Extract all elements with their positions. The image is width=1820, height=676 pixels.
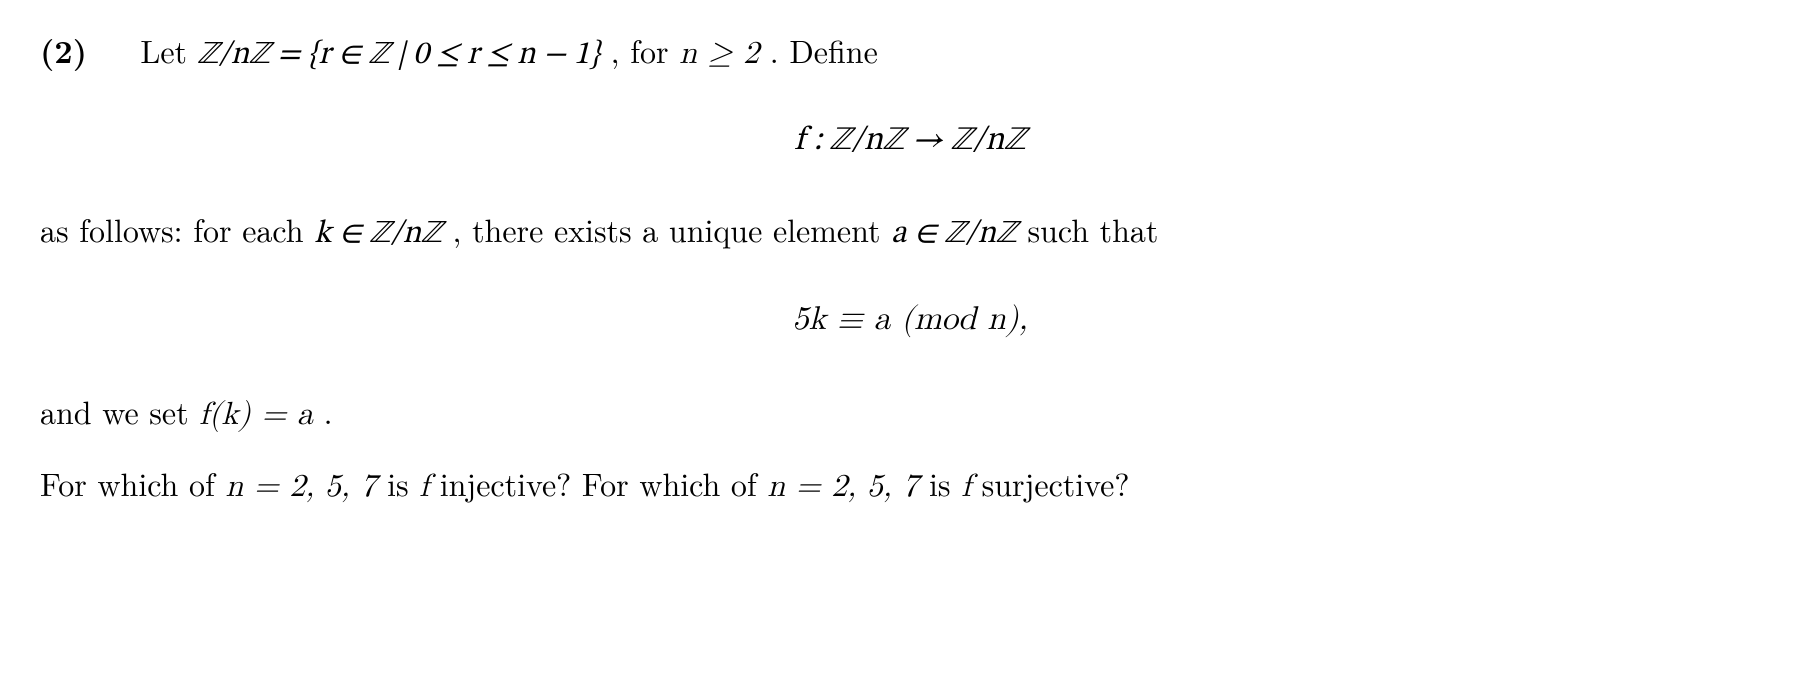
math-f-2: f (961, 471, 971, 503)
text (98, 28, 130, 73)
math-k-in: k ∈ ℤ/nℤ (314, 218, 442, 250)
text: , for (611, 28, 680, 73)
text: . Define (770, 28, 878, 73)
math-f-1: f (419, 471, 429, 503)
text: . (324, 389, 333, 434)
question-line: For which of n = 2, 5, 7 is f injective?… (40, 461, 1780, 510)
math-map: f : ℤ/nℤ → ℤ/nℤ (794, 124, 1025, 157)
line-2: as follows: for each k ∈ ℤ/nℤ , there ex… (40, 207, 1780, 257)
problem-number: (2) (40, 28, 87, 73)
text: injective? For which of (440, 461, 768, 506)
text: is (387, 461, 419, 506)
text: Let (140, 28, 197, 73)
text: is (929, 461, 961, 506)
text: as follows: for each (40, 207, 314, 252)
math-a-in: a ∈ ℤ/nℤ (891, 218, 1017, 250)
math-n-vals-1: n = 2, 5, 7 (225, 471, 376, 503)
display-eq-1: f : ℤ/nℤ → ℤ/nℤ (40, 112, 1780, 165)
math-fk: f(k) = a (199, 399, 313, 431)
text: , there exists a unique element (453, 207, 892, 252)
text: For which of (40, 461, 225, 506)
display-eq-2: 5k ≡ a (mod n), (40, 292, 1780, 344)
math-n-vals-2: n = 2, 5, 7 (767, 471, 918, 503)
math-congruence: 5k ≡ a (mod n), (792, 303, 1027, 336)
problem-statement: (2) Let ℤ/nℤ = {r ∈ ℤ | 0 ≤ r ≤ n − 1} ,… (0, 0, 1820, 510)
text: surjective? (982, 461, 1130, 506)
line-1: (2) Let ℤ/nℤ = {r ∈ ℤ | 0 ≤ r ≤ n − 1} ,… (40, 28, 1780, 78)
text: such that (1027, 207, 1158, 252)
math-set-def: ℤ/nℤ = {r ∈ ℤ | 0 ≤ r ≤ n − 1} (198, 39, 600, 71)
math-cond: n ≥ 2 (679, 38, 759, 70)
line-3: and we set f(k) = a . (40, 389, 1780, 438)
text: and we set (40, 389, 199, 434)
